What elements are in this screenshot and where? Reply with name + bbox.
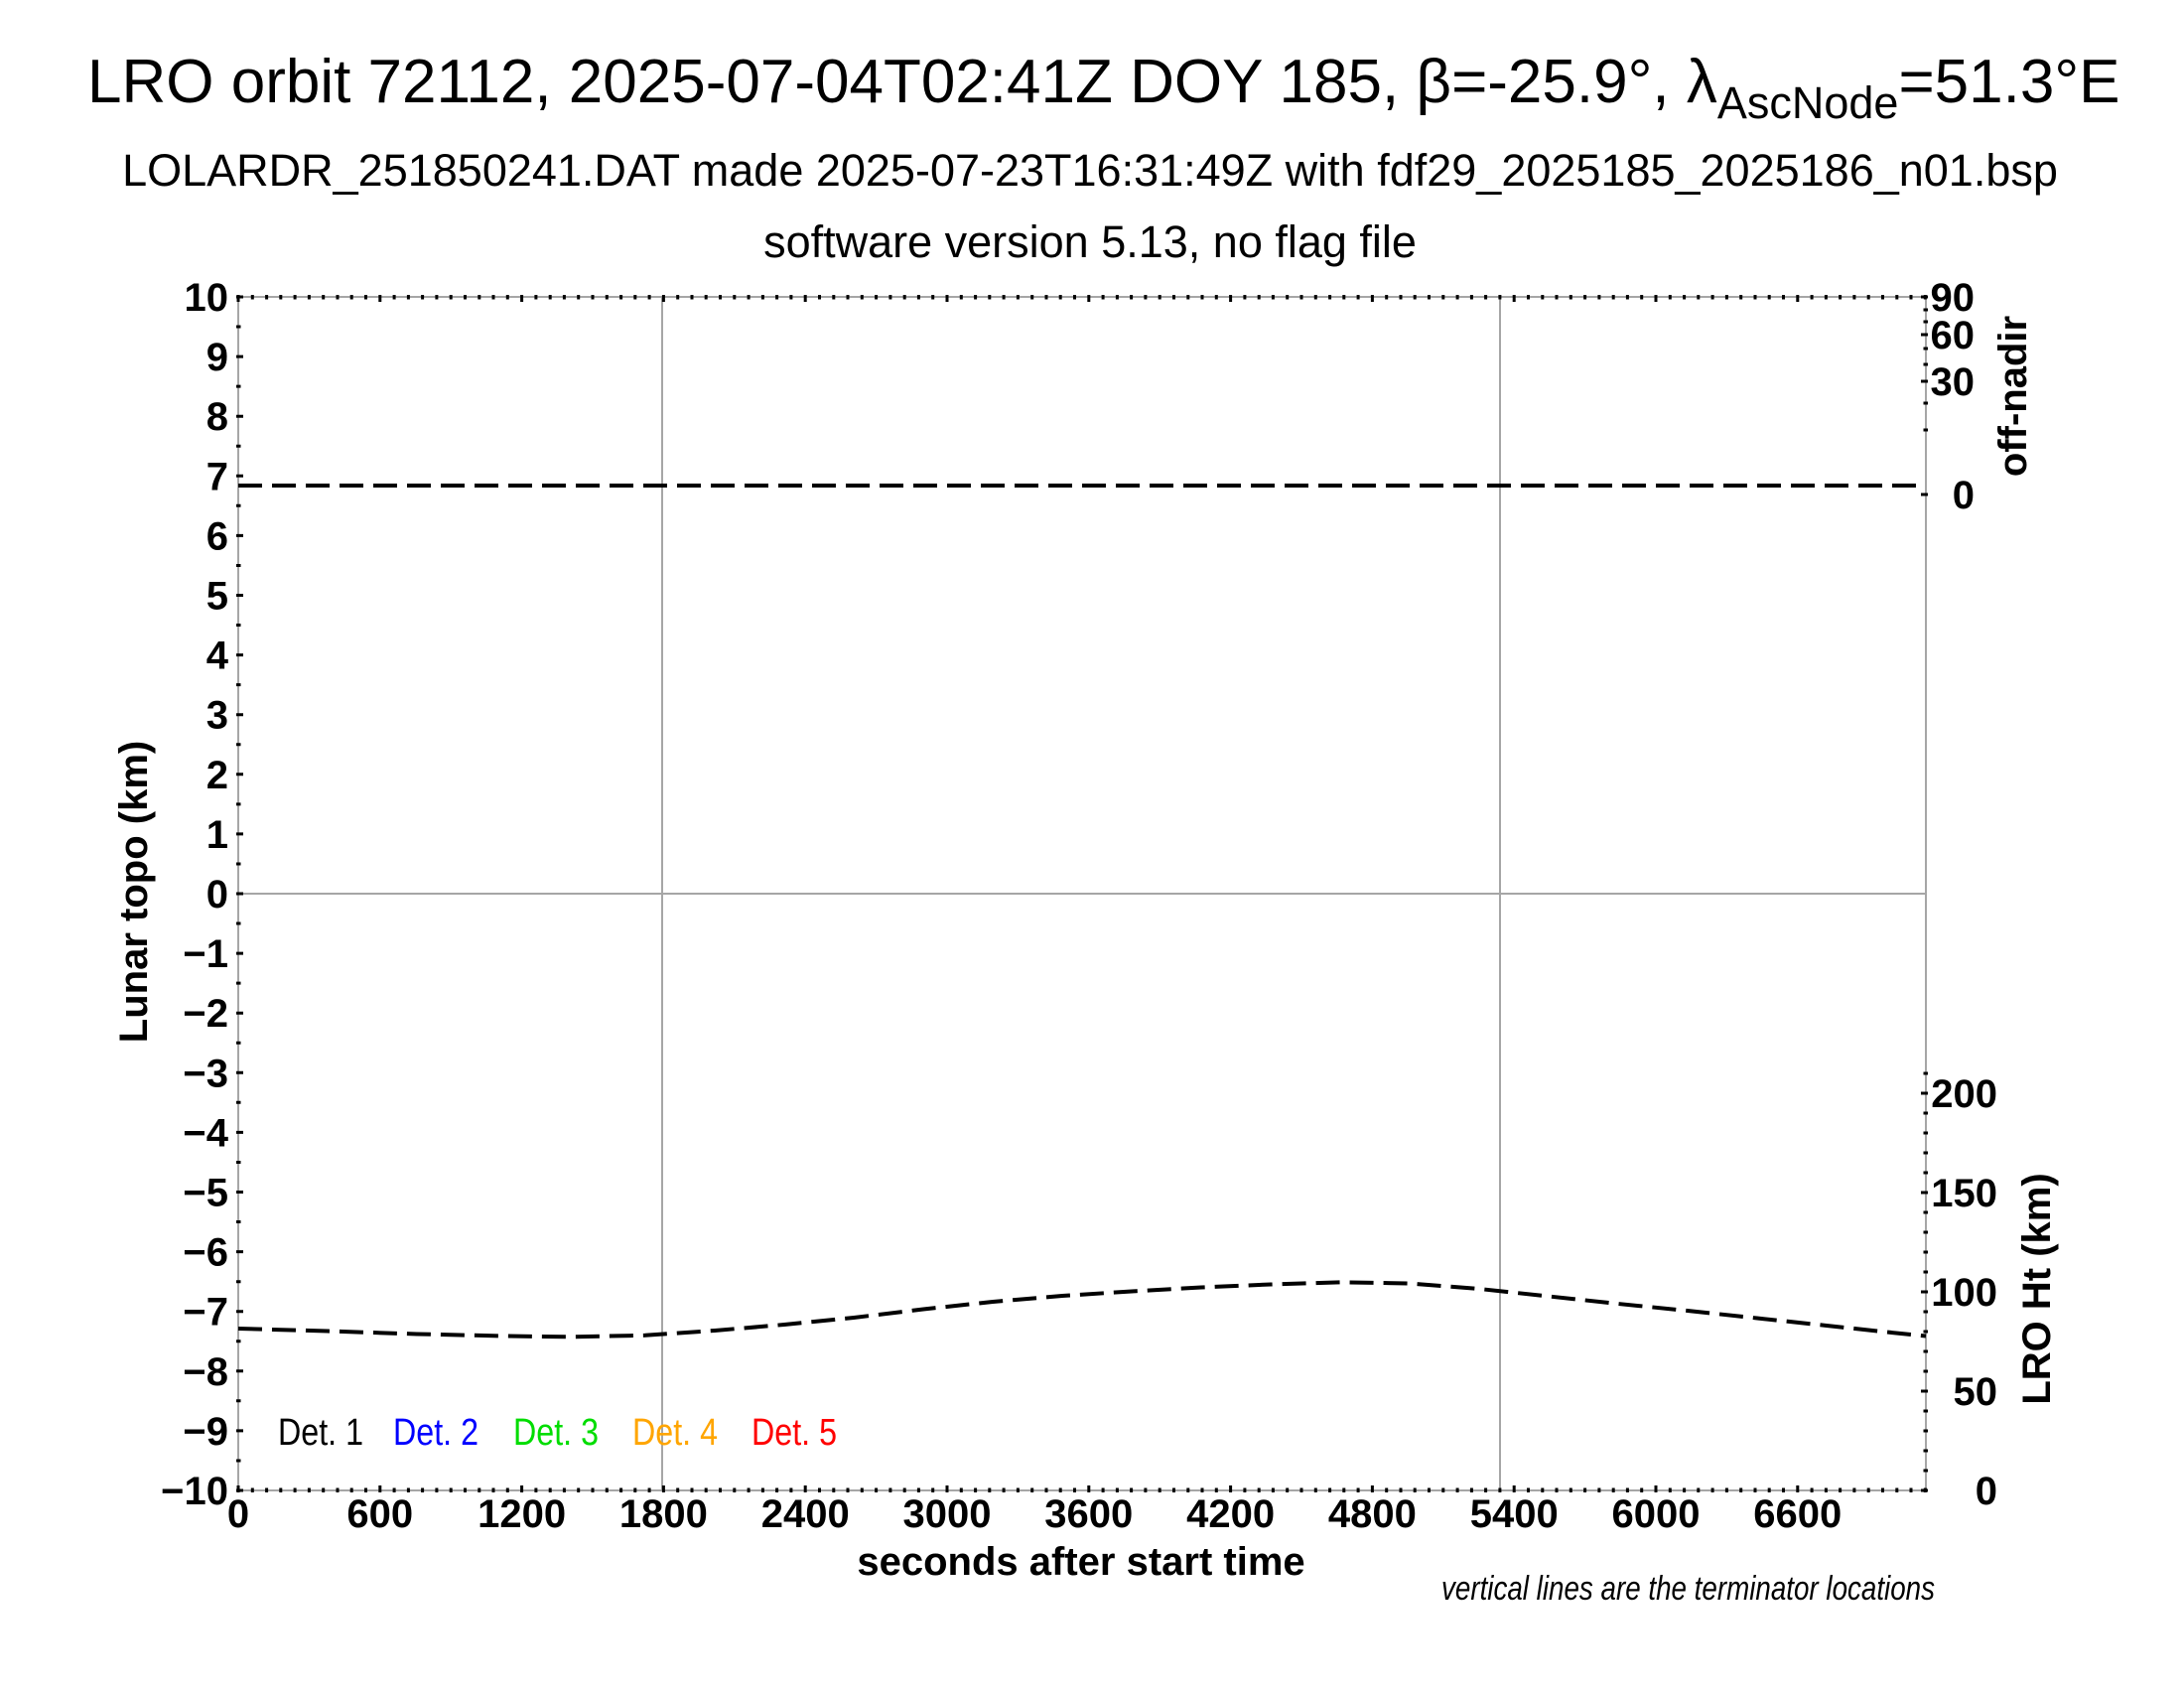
svg-text:Det. 4: Det. 4 [632,1412,718,1454]
svg-text:LRO orbit 72112, 2025-07-04T02: LRO orbit 72112, 2025-07-04T02:41Z DOY 1… [87,48,2119,128]
svg-text:3: 3 [206,694,228,738]
svg-text:4: 4 [206,635,229,678]
svg-text:−9: −9 [183,1410,228,1454]
svg-text:50: 50 [1954,1370,1998,1414]
svg-text:−7: −7 [183,1291,228,1335]
svg-text:Det. 2: Det. 2 [393,1412,478,1454]
svg-text:6000: 6000 [1612,1492,1701,1536]
svg-text:100: 100 [1931,1271,1997,1315]
svg-text:−10: −10 [161,1470,228,1513]
svg-text:Det. 1: Det. 1 [278,1412,363,1454]
svg-text:4200: 4200 [1186,1492,1275,1536]
svg-text:0: 0 [206,873,228,917]
svg-text:4800: 4800 [1328,1492,1417,1536]
svg-text:Det. 5: Det. 5 [751,1412,837,1454]
svg-text:8: 8 [206,395,228,439]
svg-text:0: 0 [227,1492,249,1536]
svg-text:off-nadir: off-nadir [1991,316,2035,477]
svg-text:7: 7 [206,455,228,498]
svg-text:1200: 1200 [478,1492,566,1536]
svg-text:−4: −4 [183,1111,228,1155]
svg-text:3000: 3000 [903,1492,992,1536]
svg-text:9: 9 [206,336,228,379]
svg-text:150: 150 [1931,1172,1997,1215]
svg-text:−6: −6 [183,1231,228,1275]
svg-text:200: 200 [1931,1072,1997,1116]
svg-text:−5: −5 [183,1172,228,1215]
svg-text:5: 5 [206,575,228,619]
svg-text:1: 1 [206,813,228,857]
svg-text:600: 600 [346,1492,413,1536]
svg-text:−8: −8 [183,1350,228,1394]
svg-text:−2: −2 [183,992,228,1036]
svg-text:3600: 3600 [1044,1492,1133,1536]
svg-text:60: 60 [1931,314,1976,357]
svg-text:LOLARDR_251850241.DAT made 202: LOLARDR_251850241.DAT made 2025-07-23T16… [122,145,2058,196]
svg-text:seconds after start time: seconds after start time [857,1540,1304,1584]
svg-text:6: 6 [206,514,228,558]
svg-text:10: 10 [185,276,229,320]
svg-text:1800: 1800 [619,1492,708,1536]
svg-text:−3: −3 [183,1052,228,1095]
svg-text:software version 5.13, no flag: software version 5.13, no flag file [763,216,1417,267]
svg-text:2400: 2400 [761,1492,850,1536]
svg-text:0: 0 [1976,1470,1997,1513]
svg-text:−1: −1 [183,932,228,976]
svg-text:6600: 6600 [1753,1492,1842,1536]
svg-text:90: 90 [1931,276,1976,320]
svg-text:Det. 3: Det. 3 [513,1412,599,1454]
svg-text:Lunar topo (km): Lunar topo (km) [112,741,156,1043]
svg-text:0: 0 [1953,474,1975,517]
svg-text:2: 2 [206,754,228,797]
svg-text:LRO Ht (km): LRO Ht (km) [2015,1173,2059,1404]
svg-text:30: 30 [1931,360,1976,404]
svg-text:5400: 5400 [1470,1492,1559,1536]
svg-text:vertical lines are the termina: vertical lines are the terminator locati… [1441,1570,1935,1608]
